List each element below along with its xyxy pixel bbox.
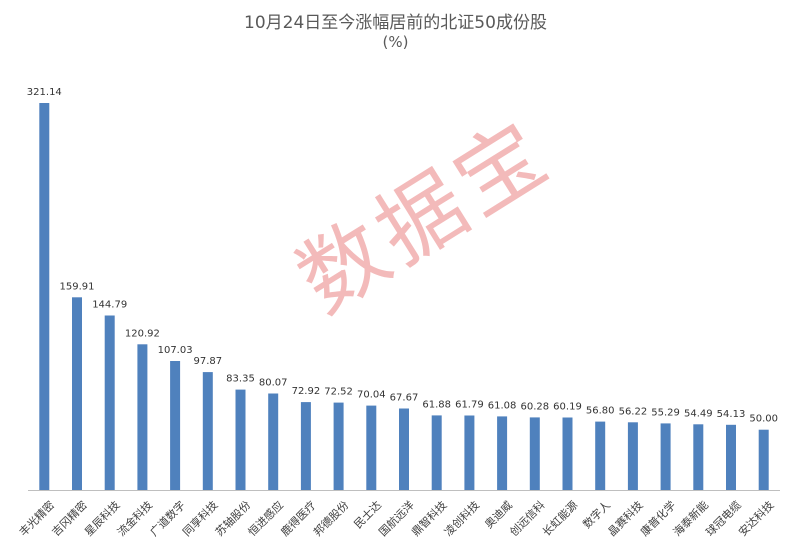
data-label: 54.49 — [684, 408, 713, 419]
bar — [529, 417, 540, 490]
category-label: 安达科技 — [735, 498, 776, 539]
category-label: 国航远洋 — [376, 498, 417, 539]
category-label: 鼎智科技 — [408, 498, 449, 539]
bar — [431, 415, 442, 490]
data-label: 97.87 — [193, 356, 222, 367]
category-label: 邦德股份 — [310, 498, 351, 539]
category-label: 流金科技 — [114, 498, 155, 539]
data-label: 55.29 — [651, 407, 680, 418]
data-label: 107.03 — [158, 345, 193, 356]
category-label: 星辰科技 — [81, 498, 122, 539]
data-label: 70.04 — [357, 390, 386, 401]
chart-title: 10月24日至今涨幅居前的北证50成份股 — [244, 13, 547, 33]
category-label: 康普化学 — [637, 498, 678, 539]
data-label: 83.35 — [226, 374, 255, 385]
bar — [202, 372, 213, 490]
bar — [235, 389, 246, 490]
bar — [300, 402, 311, 490]
category-label: 吉冈精密 — [49, 498, 90, 539]
bar — [268, 393, 279, 490]
bar — [170, 361, 181, 490]
category-label: 长虹能源 — [539, 498, 580, 539]
category-label: 丰光精密 — [16, 498, 57, 539]
data-label: 54.13 — [717, 409, 746, 420]
bar — [137, 344, 148, 490]
data-label: 61.79 — [455, 400, 484, 411]
data-label: 60.19 — [553, 402, 582, 413]
bar — [660, 423, 671, 490]
bar — [627, 422, 638, 490]
category-label: 球冠电缆 — [703, 498, 744, 539]
category-label: 海泰新能 — [670, 498, 711, 539]
bar — [333, 402, 344, 490]
bar — [464, 415, 475, 490]
data-label: 144.79 — [92, 300, 127, 311]
bar — [366, 405, 377, 490]
data-label: 61.88 — [422, 399, 451, 410]
data-label: 50.00 — [749, 414, 778, 425]
data-label: 56.80 — [586, 406, 615, 417]
bar — [726, 424, 736, 490]
category-label: 恒进感应 — [245, 498, 286, 539]
bar — [595, 421, 606, 490]
category-label: 同享科技 — [180, 498, 221, 539]
category-label: 鹿得医疗 — [278, 498, 319, 539]
category-label: 广道数字 — [147, 498, 188, 539]
data-label: 60.28 — [520, 401, 549, 412]
chart-subtitle: (%) — [382, 33, 409, 51]
bar — [399, 408, 409, 490]
data-label: 80.07 — [259, 378, 288, 389]
bar — [72, 297, 82, 490]
category-label: 创远信科 — [507, 498, 548, 539]
data-label: 61.08 — [488, 400, 517, 411]
bar — [693, 424, 704, 490]
data-label: 321.14 — [27, 87, 62, 98]
data-label: 56.22 — [619, 406, 648, 417]
category-label: 晶赛科技 — [605, 498, 646, 539]
data-label: 120.92 — [125, 328, 160, 339]
bar — [758, 429, 769, 490]
bar — [497, 416, 508, 490]
data-label: 72.52 — [324, 387, 353, 398]
category-label: 凌创科技 — [441, 498, 482, 539]
bar — [39, 103, 50, 490]
data-label: 159.91 — [60, 281, 95, 292]
data-label: 72.92 — [292, 386, 321, 397]
bar — [104, 315, 115, 490]
bar — [562, 417, 573, 490]
data-label: 67.67 — [390, 393, 419, 404]
category-label: 苏轴股份 — [212, 498, 253, 539]
